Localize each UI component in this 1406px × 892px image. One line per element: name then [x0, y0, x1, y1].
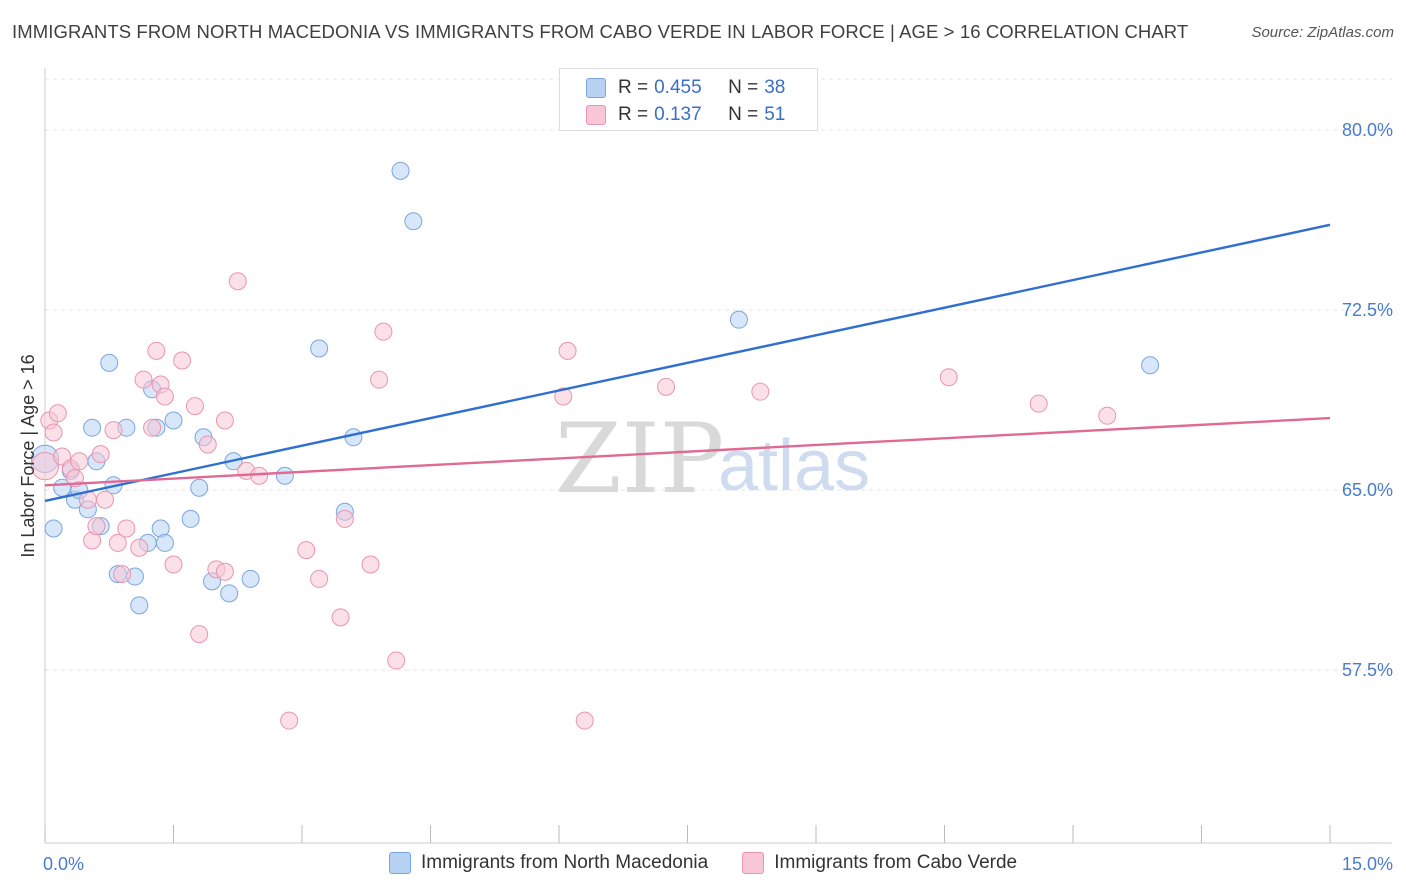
data-point-cabo-verde: [95, 490, 114, 509]
data-point-cabo-verde: [48, 404, 67, 423]
data-point-cabo-verde: [134, 370, 153, 389]
data-point-cabo-verde: [185, 397, 204, 416]
series-swatch-pink: [742, 852, 765, 874]
data-point-cabo-verde: [30, 452, 60, 481]
data-point-cabo-verde: [44, 423, 63, 442]
legend-n-value: 51: [764, 104, 786, 125]
data-point-cabo-verde: [751, 382, 770, 401]
data-point-cabo-verde: [215, 562, 234, 581]
data-point-cabo-verde: [108, 533, 127, 552]
data-point-cabo-verde: [173, 351, 192, 370]
data-point-north-macedonia: [83, 418, 102, 437]
y-tick-label: 72.5%: [1342, 300, 1393, 320]
data-point-north-macedonia: [310, 339, 329, 358]
legend-r-label: R =: [618, 77, 649, 98]
series-label: Immigrants from North Macedonia: [421, 852, 709, 873]
data-point-cabo-verde: [554, 387, 573, 406]
legend-r-value: 0.137: [654, 104, 702, 125]
data-point-cabo-verde: [91, 445, 110, 464]
data-point-cabo-verde: [387, 651, 406, 670]
data-point-north-macedonia: [130, 596, 149, 615]
data-point-north-macedonia: [181, 509, 200, 528]
legend-row-north-macedonia: R = 0.455 N = 38: [586, 76, 785, 100]
data-point-cabo-verde: [370, 370, 389, 389]
series-legend-item-north-macedonia: Immigrants from North Macedonia: [389, 852, 708, 874]
trend-line-north-macedonia: [44, 223, 1331, 503]
data-point-north-macedonia: [729, 310, 748, 329]
data-point-cabo-verde: [1098, 406, 1117, 425]
data-point-cabo-verde: [147, 341, 166, 360]
data-point-north-macedonia: [155, 533, 174, 552]
data-point-cabo-verde: [215, 411, 234, 430]
watermark: ZIP atlas: [555, 403, 870, 515]
watermark-zip: ZIP: [555, 403, 724, 515]
legend-r-value: 0.455: [654, 77, 702, 98]
legend-swatch-pink: [586, 105, 606, 125]
watermark-atlas: atlas: [718, 426, 870, 506]
data-point-cabo-verde: [143, 418, 162, 437]
data-point-cabo-verde: [310, 569, 329, 588]
legend-swatch-blue: [586, 78, 606, 98]
data-point-north-macedonia: [275, 466, 294, 485]
axis-layer: 57.5% 65.0% 72.5% 80.0% 0.0% 15.0%: [43, 68, 1393, 874]
y-axis-label: In Labor Force | Age > 16: [18, 354, 38, 557]
data-point-cabo-verde: [87, 517, 106, 536]
legend-n-value: 38: [764, 77, 786, 98]
data-point-cabo-verde: [198, 435, 217, 454]
data-point-cabo-verde: [575, 711, 594, 730]
series-label: Immigrants from Cabo Verde: [774, 852, 1018, 873]
data-point-cabo-verde: [70, 452, 89, 471]
data-point-north-macedonia: [391, 161, 410, 180]
data-point-north-macedonia: [241, 569, 260, 588]
data-point-north-macedonia: [164, 411, 183, 430]
data-point-north-macedonia: [344, 428, 363, 447]
source-credit: Source: ZipAtlas.com: [1251, 24, 1394, 41]
data-point-north-macedonia: [220, 584, 239, 603]
legend-r-label: R =: [618, 104, 649, 125]
data-point-cabo-verde: [113, 565, 132, 584]
series-legend: Immigrants from North Macedonia Immigran…: [389, 852, 1051, 874]
stats-legend: R = 0.455 N = 38 R = 0.137 N = 51: [559, 68, 818, 131]
data-point-cabo-verde: [374, 322, 393, 341]
data-point-cabo-verde: [117, 519, 136, 538]
data-point-cabo-verde: [130, 538, 149, 557]
chart-title: IMMIGRANTS FROM NORTH MACEDONIA VS IMMIG…: [12, 21, 1189, 42]
data-point-cabo-verde: [558, 341, 577, 360]
data-point-north-macedonia: [44, 519, 63, 538]
data-point-cabo-verde: [155, 387, 174, 406]
data-point-cabo-verde: [104, 421, 123, 440]
data-point-cabo-verde: [939, 368, 958, 387]
trend-layer: [44, 223, 1331, 503]
data-point-cabo-verde: [335, 509, 354, 528]
data-point-cabo-verde: [331, 608, 350, 627]
data-point-north-macedonia: [100, 353, 119, 372]
legend-n-label: N =: [728, 77, 759, 98]
data-point-north-macedonia: [404, 212, 423, 231]
trend-line-cabo-verde: [44, 416, 1331, 487]
series-legend-item-cabo-verde: Immigrants from Cabo Verde: [742, 852, 1017, 874]
data-point-cabo-verde: [190, 625, 209, 644]
data-point-cabo-verde: [1029, 394, 1048, 413]
x-tick-label: 15.0%: [1342, 854, 1393, 874]
y-tick-label: 80.0%: [1342, 120, 1393, 140]
data-point-cabo-verde: [228, 272, 247, 291]
legend-row-cabo-verde: R = 0.137 N = 51: [586, 103, 785, 127]
legend-n-label: N =: [728, 104, 759, 125]
data-point-north-macedonia: [190, 478, 209, 497]
x-tick-label: 0.0%: [43, 854, 84, 874]
data-point-cabo-verde: [250, 466, 269, 485]
data-point-cabo-verde: [297, 541, 316, 560]
data-point-north-macedonia: [1141, 356, 1160, 375]
data-point-cabo-verde: [657, 377, 676, 396]
y-tick-label: 65.0%: [1342, 480, 1393, 500]
y-tick-label: 57.5%: [1342, 660, 1393, 680]
series-swatch-blue: [389, 852, 411, 874]
data-point-cabo-verde: [164, 555, 183, 574]
data-point-cabo-verde: [280, 711, 299, 730]
data-point-cabo-verde: [361, 555, 380, 574]
